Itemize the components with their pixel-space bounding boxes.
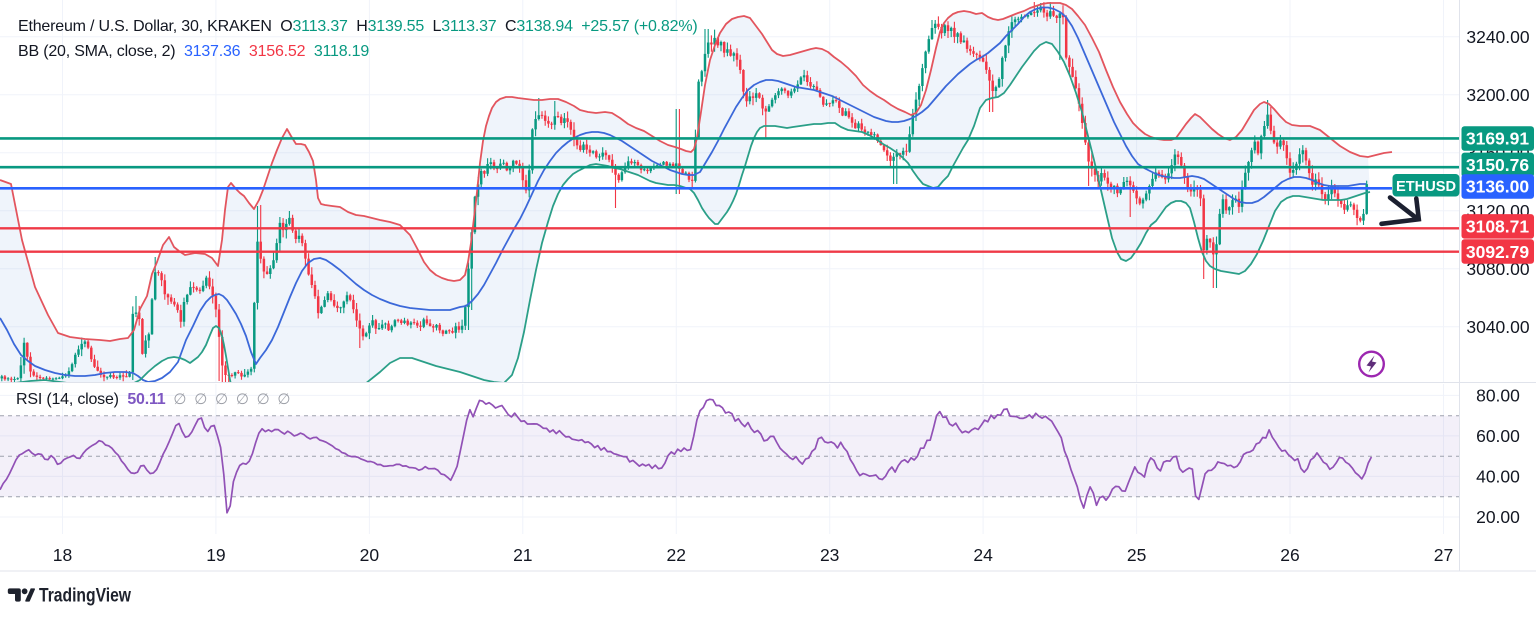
svg-text:RSI (14, close) 50.11 ∅ ∅: RSI (14, close) 50.11 ∅ ∅ ∅ ∅ ∅ ∅	[16, 391, 290, 408]
svg-text:25: 25	[1127, 545, 1146, 565]
svg-text:22: 22	[667, 545, 686, 565]
svg-text:3240.00: 3240.00	[1466, 27, 1530, 47]
svg-text:26: 26	[1280, 545, 1299, 565]
svg-text:60.00: 60.00	[1476, 426, 1520, 446]
svg-text:18: 18	[53, 545, 72, 565]
svg-text:27: 27	[1434, 545, 1453, 565]
svg-text:21: 21	[513, 545, 532, 565]
svg-text:80.00: 80.00	[1476, 385, 1520, 405]
svg-text:3169.91: 3169.91	[1466, 129, 1530, 149]
svg-text:3136.00: 3136.00	[1466, 177, 1530, 197]
svg-text:TradingView: TradingView	[39, 586, 131, 607]
svg-text:BB (20, SMA, close, 2) 3137.3: BB (20, SMA, close, 2) 3137.36 3156.52 3…	[18, 43, 369, 60]
svg-text:ETHUSD: ETHUSD	[1396, 179, 1456, 195]
svg-text:24: 24	[973, 545, 993, 565]
svg-text:40.00: 40.00	[1476, 466, 1520, 486]
svg-text:3150.76: 3150.76	[1466, 155, 1530, 175]
svg-text:3108.71: 3108.71	[1466, 217, 1530, 237]
svg-text:Ethereum / U.S. Dollar, 30, KR: Ethereum / U.S. Dollar, 30, KRAKEN O3113…	[18, 18, 697, 35]
svg-text:20.00: 20.00	[1476, 507, 1520, 527]
svg-text:20: 20	[360, 545, 380, 565]
svg-text:19: 19	[206, 545, 225, 565]
svg-text:3040.00: 3040.00	[1466, 317, 1530, 337]
svg-text:3092.79: 3092.79	[1466, 242, 1530, 262]
svg-text:23: 23	[820, 545, 839, 565]
svg-text:3200.00: 3200.00	[1466, 85, 1530, 105]
